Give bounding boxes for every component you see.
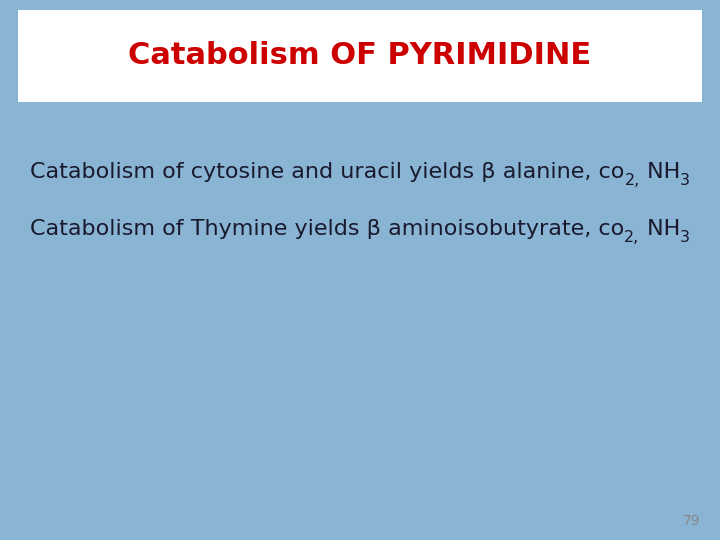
Text: 2,: 2, xyxy=(624,173,639,188)
Text: NH: NH xyxy=(639,162,680,182)
Text: 3: 3 xyxy=(680,173,690,188)
Text: Catabolism of cytosine and uracil yields β alanine, co: Catabolism of cytosine and uracil yields… xyxy=(30,162,624,182)
Text: 3: 3 xyxy=(680,230,690,245)
Bar xyxy=(18,10,702,102)
Text: NH: NH xyxy=(639,219,680,239)
Text: 2,: 2, xyxy=(624,230,639,245)
Text: 79: 79 xyxy=(683,514,700,528)
Text: Catabolism OF PYRIMIDINE: Catabolism OF PYRIMIDINE xyxy=(128,42,592,71)
Text: Catabolism of Thymine yields β aminoisobutyrate, co: Catabolism of Thymine yields β aminoisob… xyxy=(30,219,624,239)
